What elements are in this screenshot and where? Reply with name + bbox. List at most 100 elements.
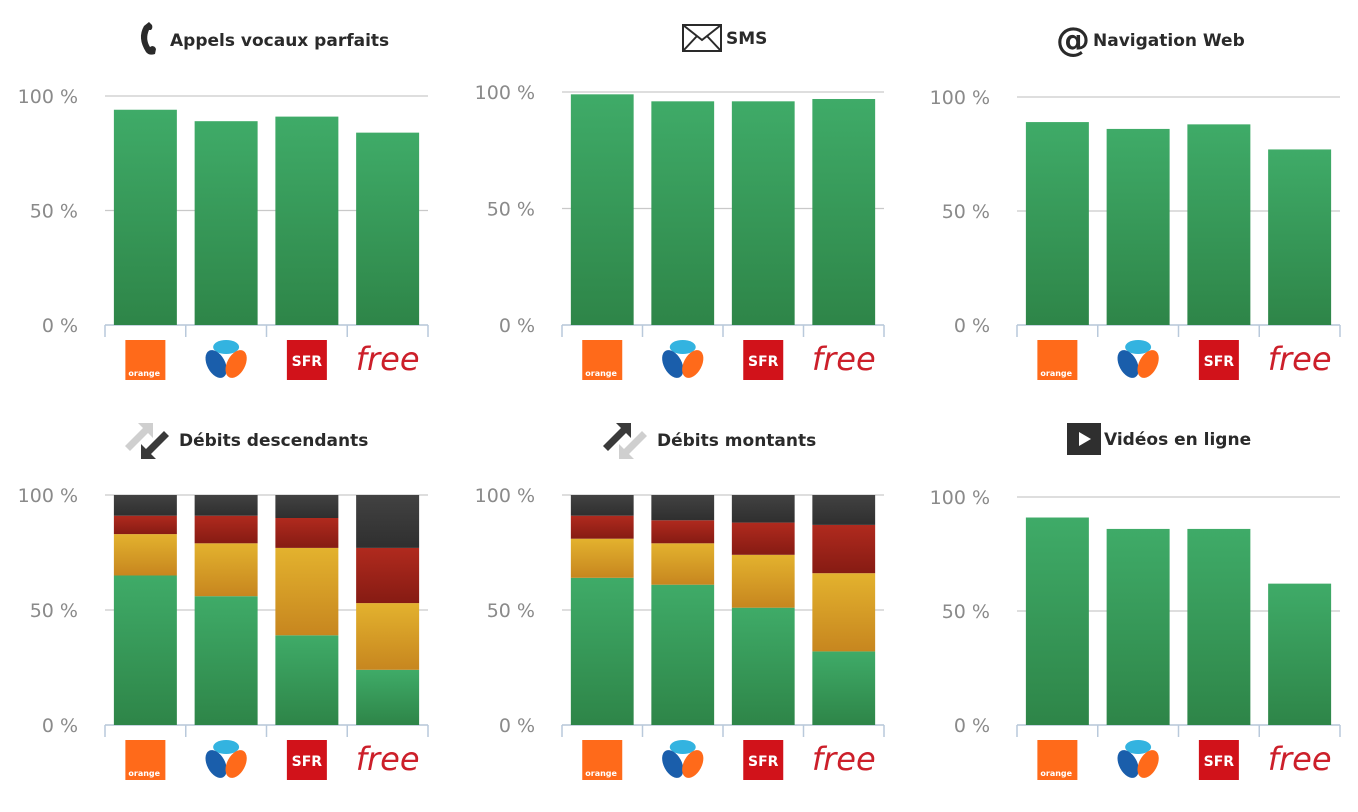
- free-logo-label: free: [1268, 340, 1332, 378]
- chart-4: Débits descendants 100 % 50 % 0 % orange SFR f…: [18, 423, 429, 780]
- sfr-logo: SFR: [286, 340, 327, 380]
- bar-sfr-green: [1187, 528, 1251, 725]
- bouygues-logo: [205, 740, 247, 778]
- bar-bouygues-red: [651, 520, 715, 544]
- bar-sfr-red: [731, 522, 795, 555]
- y-tick-label: 100 %: [930, 87, 990, 109]
- y-tick-label: 0 %: [499, 315, 535, 337]
- y-tick-label: 0 %: [954, 715, 990, 737]
- chart-2: SMS 100 % 50 % 0 % orange SFR free: [475, 24, 885, 380]
- sfr-logo-label: SFR: [748, 754, 779, 770]
- chart-title: Vidéos en ligne: [1104, 430, 1251, 450]
- free-logo-label: free: [1268, 740, 1332, 778]
- bar-free-green: [356, 669, 420, 725]
- y-tick-label: 100 %: [475, 82, 535, 104]
- bar-sfr-red: [275, 518, 339, 548]
- chart-title: Appels vocaux parfaits: [170, 31, 389, 51]
- y-tick-label: 100 %: [930, 487, 990, 509]
- chart-5: Débits montants 100 % 50 % 0 % orange SFR free: [475, 423, 885, 780]
- orange-logo: orange: [125, 340, 166, 380]
- bar-orange-red: [113, 515, 177, 535]
- sfr-logo-label: SFR: [292, 354, 323, 370]
- chart-1: Appels vocaux parfaits 100 % 50 % 0 % orange…: [18, 22, 429, 380]
- sfr-logo: SFR: [1198, 740, 1239, 780]
- bar-sfr-green: [1187, 124, 1251, 325]
- sfr-logo-label: SFR: [748, 354, 779, 370]
- bar-orange-yellow: [113, 534, 177, 576]
- free-logo-label: free: [356, 340, 420, 378]
- orange-logo-label: orange: [585, 369, 617, 378]
- sfr-logo-label: SFR: [1204, 354, 1235, 370]
- sfr-logo: SFR: [286, 740, 327, 780]
- sfr-logo: SFR: [743, 740, 784, 780]
- y-tick-label: 50 %: [942, 601, 990, 623]
- bar-orange-yellow: [570, 538, 634, 578]
- free-logo-label: free: [356, 740, 420, 778]
- sfr-logo: SFR: [1198, 340, 1239, 380]
- y-tick-label: 50 %: [30, 600, 78, 622]
- at-sign-icon: @: [1056, 20, 1090, 60]
- chart-3: @ Navigation Web 100 % 50 % 0 % orange SFR free: [930, 20, 1341, 380]
- bar-bouygues-green: [651, 101, 715, 325]
- bar-free-green: [1268, 149, 1332, 325]
- envelope-icon: [682, 24, 722, 52]
- phone-icon: [140, 22, 156, 55]
- bar-bouygues-green: [1106, 128, 1170, 325]
- bar-orange-green: [570, 577, 634, 725]
- y-tick-label: 0 %: [499, 715, 535, 737]
- chart-6: Vidéos en ligne 100 % 50 % 0 % orange SFR free: [930, 423, 1341, 780]
- y-tick-label: 0 %: [42, 715, 78, 737]
- svg-text:@: @: [1056, 20, 1090, 60]
- orange-logo-label: orange: [1040, 769, 1072, 778]
- bar-orange-dark: [570, 495, 634, 516]
- y-tick-label: 0 %: [42, 315, 78, 337]
- y-tick-label: 50 %: [487, 600, 535, 622]
- bar-free-yellow: [812, 573, 876, 652]
- chart-title: Navigation Web: [1093, 31, 1245, 51]
- free-logo: free: [356, 340, 420, 378]
- y-tick-label: 100 %: [18, 485, 78, 507]
- orange-logo: orange: [125, 740, 166, 780]
- y-tick-label: 100 %: [18, 86, 78, 108]
- orange-logo: orange: [1037, 740, 1078, 780]
- bar-sfr-green: [275, 116, 339, 325]
- bar-sfr-dark: [731, 495, 795, 523]
- free-logo: free: [1268, 740, 1332, 778]
- free-logo-label: free: [812, 740, 876, 778]
- bar-free-dark: [812, 495, 876, 525]
- bar-bouygues-red: [194, 515, 258, 544]
- free-logo: free: [1268, 340, 1332, 378]
- bar-orange-dark: [113, 495, 177, 516]
- sfr-logo-label: SFR: [292, 754, 323, 770]
- bar-bouygues-yellow: [651, 543, 715, 585]
- bar-free-green: [812, 651, 876, 725]
- orange-logo: orange: [582, 740, 623, 780]
- bar-free-green: [812, 98, 876, 326]
- sfr-logo: SFR: [743, 340, 784, 380]
- free-logo-label: free: [812, 340, 876, 378]
- bar-orange-green: [113, 109, 177, 326]
- sfr-logo-label: SFR: [1204, 754, 1235, 770]
- orange-logo-label: orange: [1040, 369, 1072, 378]
- bar-bouygues-green: [194, 596, 258, 725]
- orange-logo-label: orange: [128, 369, 160, 378]
- bar-orange-green: [113, 575, 177, 725]
- orange-logo: orange: [582, 340, 623, 380]
- bar-orange-green: [1025, 122, 1089, 325]
- bar-bouygues-green: [651, 584, 715, 725]
- bar-free-green: [1268, 583, 1332, 725]
- y-tick-label: 50 %: [942, 201, 990, 223]
- bar-sfr-dark: [275, 495, 339, 518]
- y-tick-label: 100 %: [475, 485, 535, 507]
- bar-orange-green: [570, 94, 634, 325]
- bar-bouygues-yellow: [194, 543, 258, 597]
- bar-bouygues-dark: [651, 495, 715, 521]
- bar-orange-green: [1025, 517, 1089, 725]
- bar-bouygues-dark: [194, 495, 258, 516]
- chart-title: SMS: [726, 29, 767, 49]
- orange-logo: orange: [1037, 340, 1078, 380]
- bar-sfr-yellow: [275, 547, 339, 636]
- play-icon: [1067, 423, 1101, 455]
